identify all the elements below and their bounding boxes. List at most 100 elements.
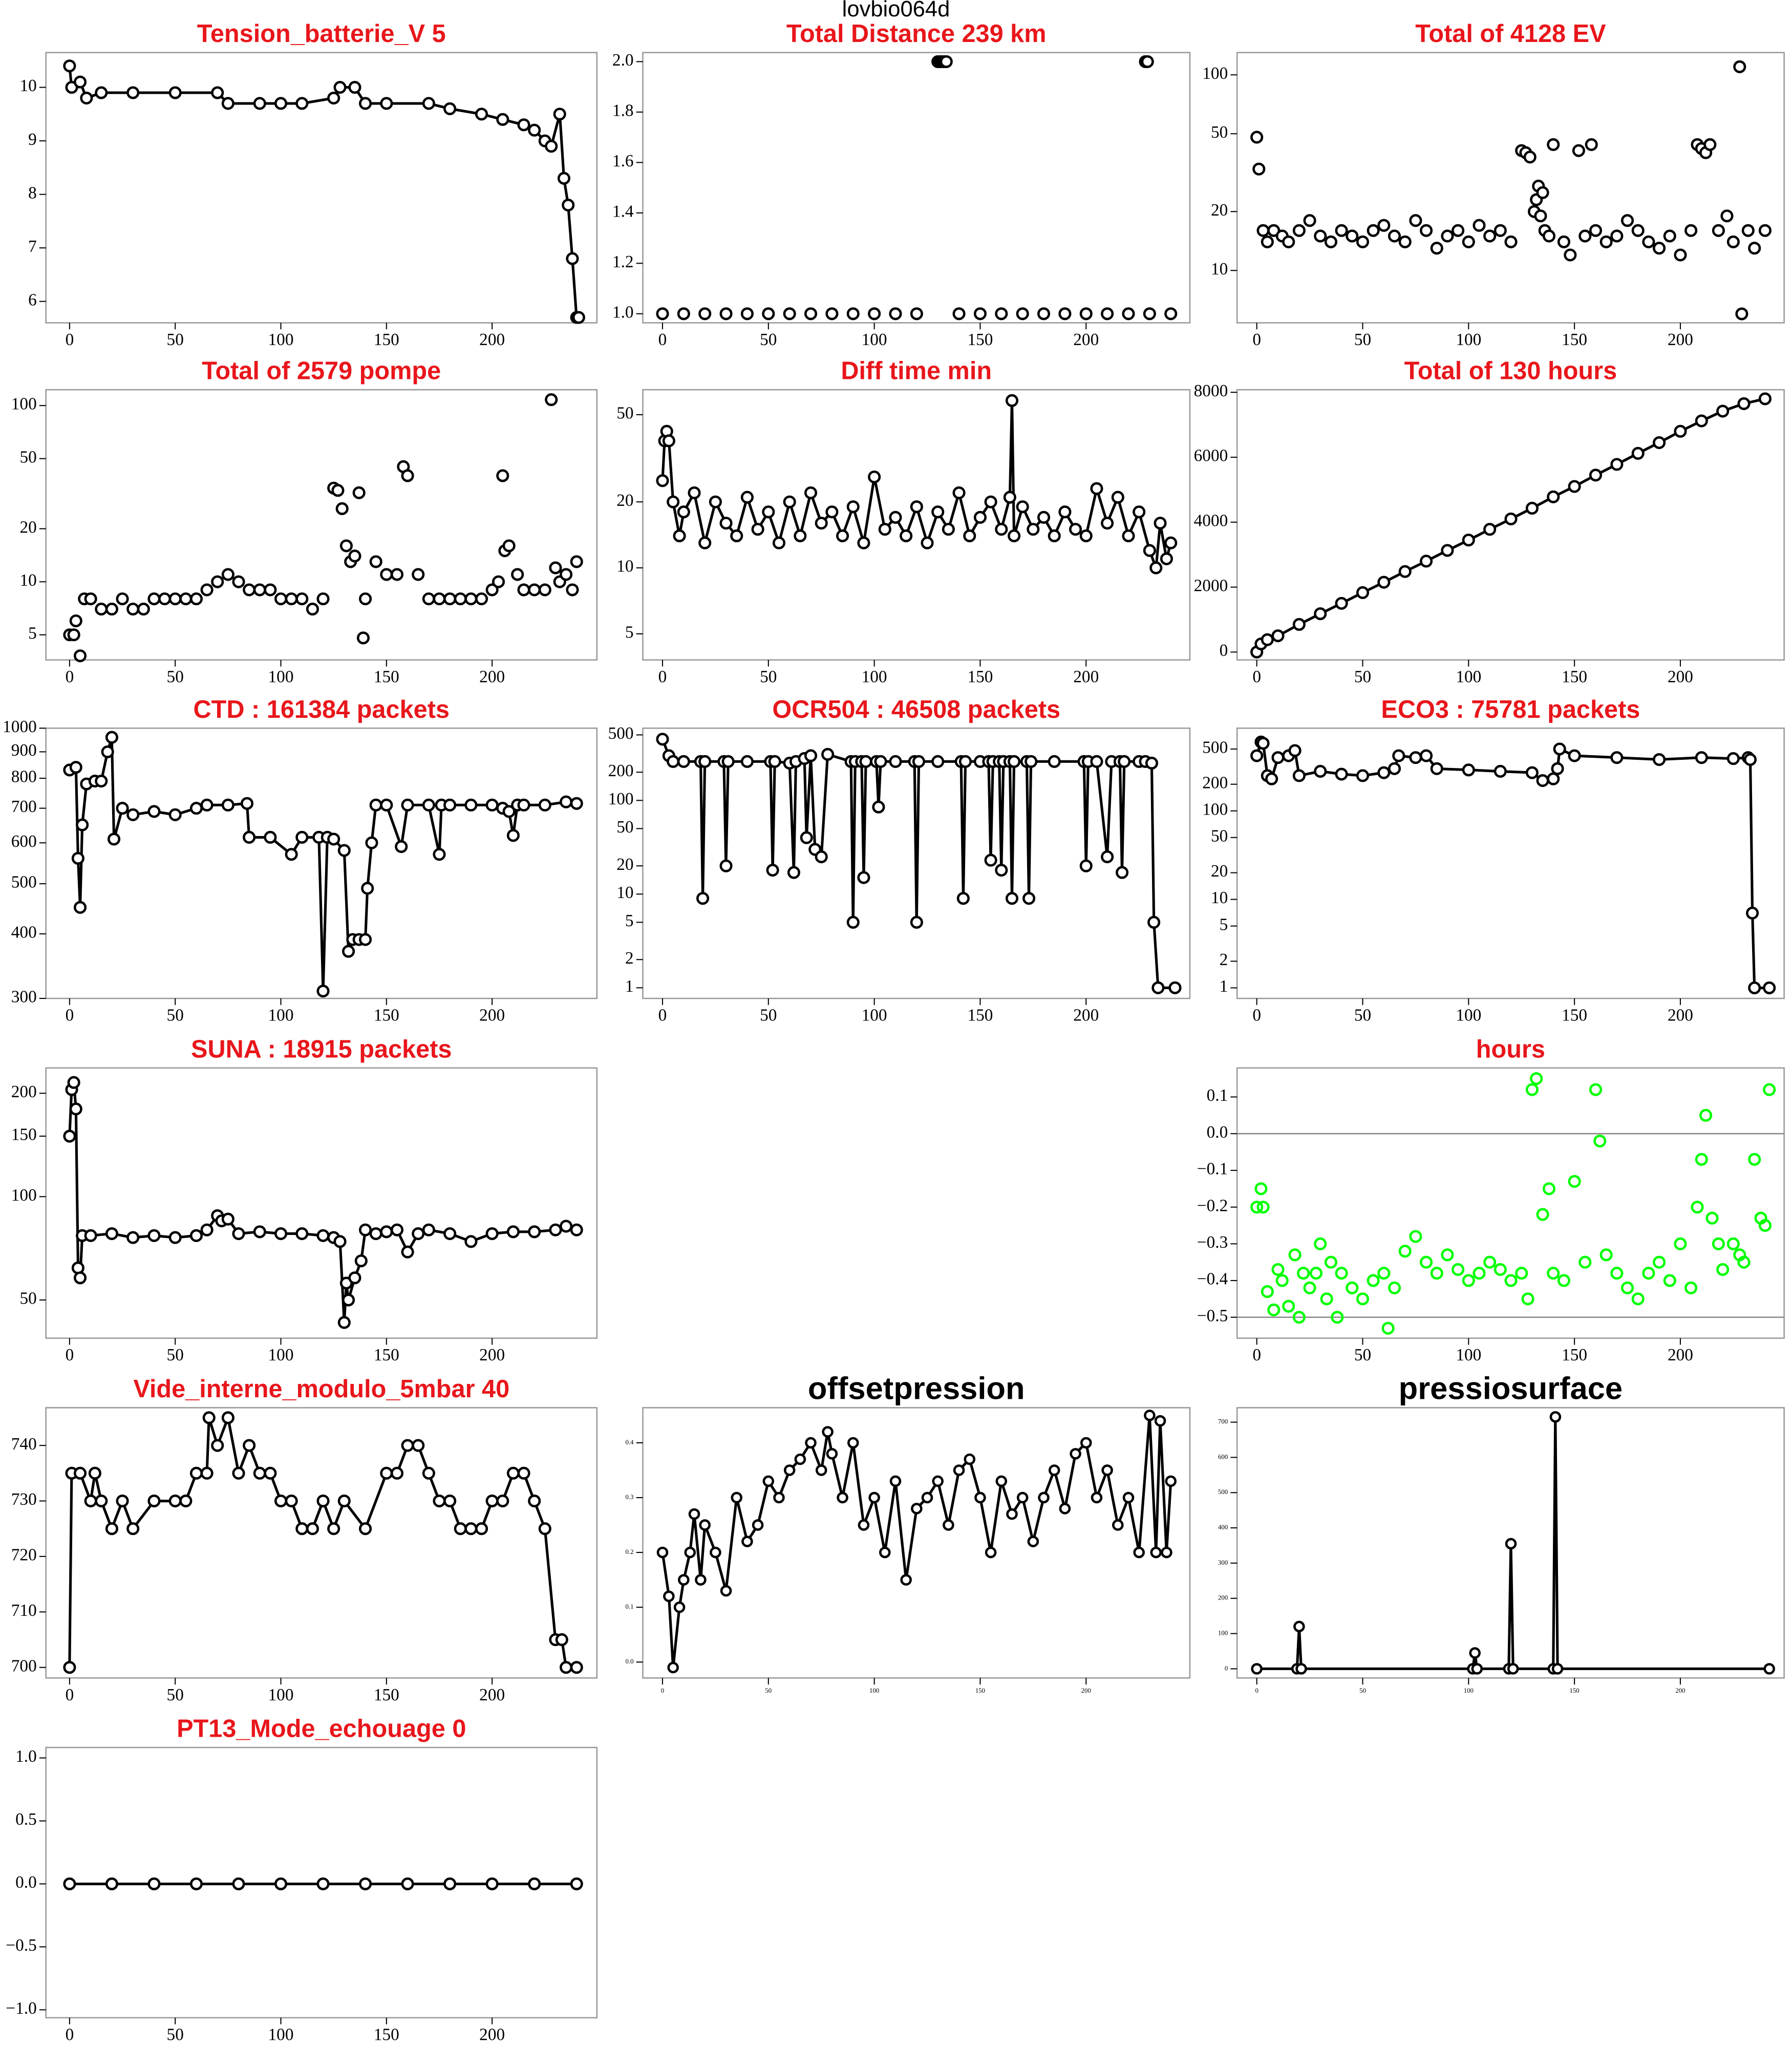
data-point bbox=[921, 1491, 933, 1504]
data-point bbox=[528, 123, 541, 137]
x-tick-label: 200 bbox=[1668, 667, 1693, 686]
x-tick-label: 100 bbox=[268, 1346, 294, 1364]
x-tick-label: 0 bbox=[658, 667, 667, 686]
chart-title: CTD : 161384 packets bbox=[193, 696, 450, 723]
y-tick-label: 200 bbox=[1202, 773, 1228, 792]
data-point bbox=[316, 985, 330, 998]
y-tick-label: 600 bbox=[1218, 1453, 1228, 1460]
data-point bbox=[1324, 1255, 1337, 1269]
data-point bbox=[63, 1661, 76, 1674]
data-point bbox=[528, 1225, 541, 1239]
data-point bbox=[221, 568, 234, 581]
data-point bbox=[1631, 1292, 1645, 1306]
data-point bbox=[422, 1223, 435, 1236]
y-tick-label: 0 bbox=[1225, 1665, 1228, 1672]
data-point bbox=[952, 486, 966, 500]
data-point bbox=[1483, 229, 1497, 243]
y-tick-label: 50 bbox=[1211, 123, 1228, 142]
data-point bbox=[1684, 1281, 1698, 1294]
data-point bbox=[1303, 1281, 1316, 1294]
data-point bbox=[1589, 468, 1603, 482]
y-tick-label: 100 bbox=[1202, 64, 1228, 83]
data-point bbox=[1252, 162, 1266, 176]
data-point bbox=[333, 1235, 347, 1248]
y-tick-label: 20 bbox=[1211, 201, 1228, 220]
data-point bbox=[179, 592, 193, 606]
data-point bbox=[1398, 235, 1412, 248]
x-tick-label: 150 bbox=[967, 1006, 993, 1025]
data-point bbox=[931, 755, 945, 768]
data-point bbox=[762, 307, 775, 321]
data-point bbox=[825, 307, 839, 321]
data-point bbox=[464, 592, 478, 606]
data-point bbox=[285, 1494, 298, 1508]
data-point bbox=[1122, 1491, 1135, 1504]
data-point bbox=[1735, 307, 1748, 321]
data-point bbox=[952, 307, 966, 321]
data-point bbox=[721, 755, 735, 768]
data-point bbox=[359, 1223, 372, 1236]
data-point bbox=[912, 755, 926, 768]
data-point bbox=[751, 523, 764, 536]
y-tick-label: 10 bbox=[1211, 260, 1228, 279]
data-point bbox=[1483, 523, 1497, 536]
y-tick-label: 5 bbox=[28, 624, 37, 643]
y-tick-label: 500 bbox=[11, 873, 37, 892]
data-point bbox=[342, 945, 355, 958]
data-point bbox=[63, 1877, 76, 1890]
data-point bbox=[762, 505, 775, 519]
data-point bbox=[1542, 229, 1556, 243]
data-point bbox=[677, 505, 690, 519]
data-point bbox=[168, 808, 182, 821]
data-point bbox=[1392, 749, 1405, 762]
data-point bbox=[401, 1877, 414, 1890]
y-tick-label: 1.6 bbox=[612, 152, 634, 170]
x-tick-label: 100 bbox=[268, 2025, 294, 2044]
data-point bbox=[932, 1475, 944, 1487]
data-point bbox=[1469, 1647, 1481, 1659]
data-point bbox=[202, 1411, 216, 1424]
data-point bbox=[545, 140, 558, 153]
data-point bbox=[390, 568, 404, 581]
data-point bbox=[857, 871, 870, 884]
data-point bbox=[116, 1494, 129, 1508]
data-point bbox=[889, 307, 902, 321]
data-point bbox=[1331, 1311, 1344, 1324]
y-tick-label: −0.5 bbox=[6, 1936, 36, 1955]
chart-title: SUNA : 18915 packets bbox=[191, 1035, 452, 1063]
data-point bbox=[858, 1519, 870, 1531]
data-point bbox=[485, 1877, 499, 1890]
data-point bbox=[1256, 737, 1270, 750]
data-point bbox=[179, 1494, 193, 1508]
data-line bbox=[1255, 397, 1766, 653]
data-point bbox=[496, 113, 509, 126]
data-point bbox=[73, 1466, 87, 1480]
data-point bbox=[221, 798, 234, 812]
data-point bbox=[1674, 248, 1687, 262]
data-point bbox=[69, 761, 82, 774]
data-point bbox=[1441, 229, 1454, 243]
data-point bbox=[1027, 1535, 1039, 1547]
data-point bbox=[1005, 394, 1019, 407]
data-point bbox=[433, 1494, 446, 1508]
data-point bbox=[264, 1466, 277, 1480]
x-tick-label: 50 bbox=[1354, 667, 1371, 686]
data-point bbox=[1314, 1237, 1327, 1250]
y-tick-label: 20 bbox=[1211, 862, 1228, 881]
page-title: lovbio064d bbox=[842, 0, 950, 22]
data-point bbox=[1409, 751, 1422, 764]
x-tick-label: 200 bbox=[479, 1006, 505, 1025]
x-tick-label: 150 bbox=[374, 1686, 399, 1704]
x-tick-label: 200 bbox=[1073, 1006, 1099, 1025]
x-tick-label: 150 bbox=[1562, 1006, 1587, 1025]
data-point bbox=[73, 1271, 87, 1285]
x-tick-label: 150 bbox=[967, 330, 993, 349]
data-point bbox=[306, 1522, 319, 1535]
data-point bbox=[1653, 242, 1666, 255]
data-point bbox=[369, 798, 382, 812]
data-point bbox=[804, 307, 818, 321]
plot-frame bbox=[642, 52, 1191, 324]
data-point bbox=[1525, 1083, 1539, 1096]
data-point bbox=[348, 549, 361, 563]
data-point bbox=[352, 486, 366, 499]
